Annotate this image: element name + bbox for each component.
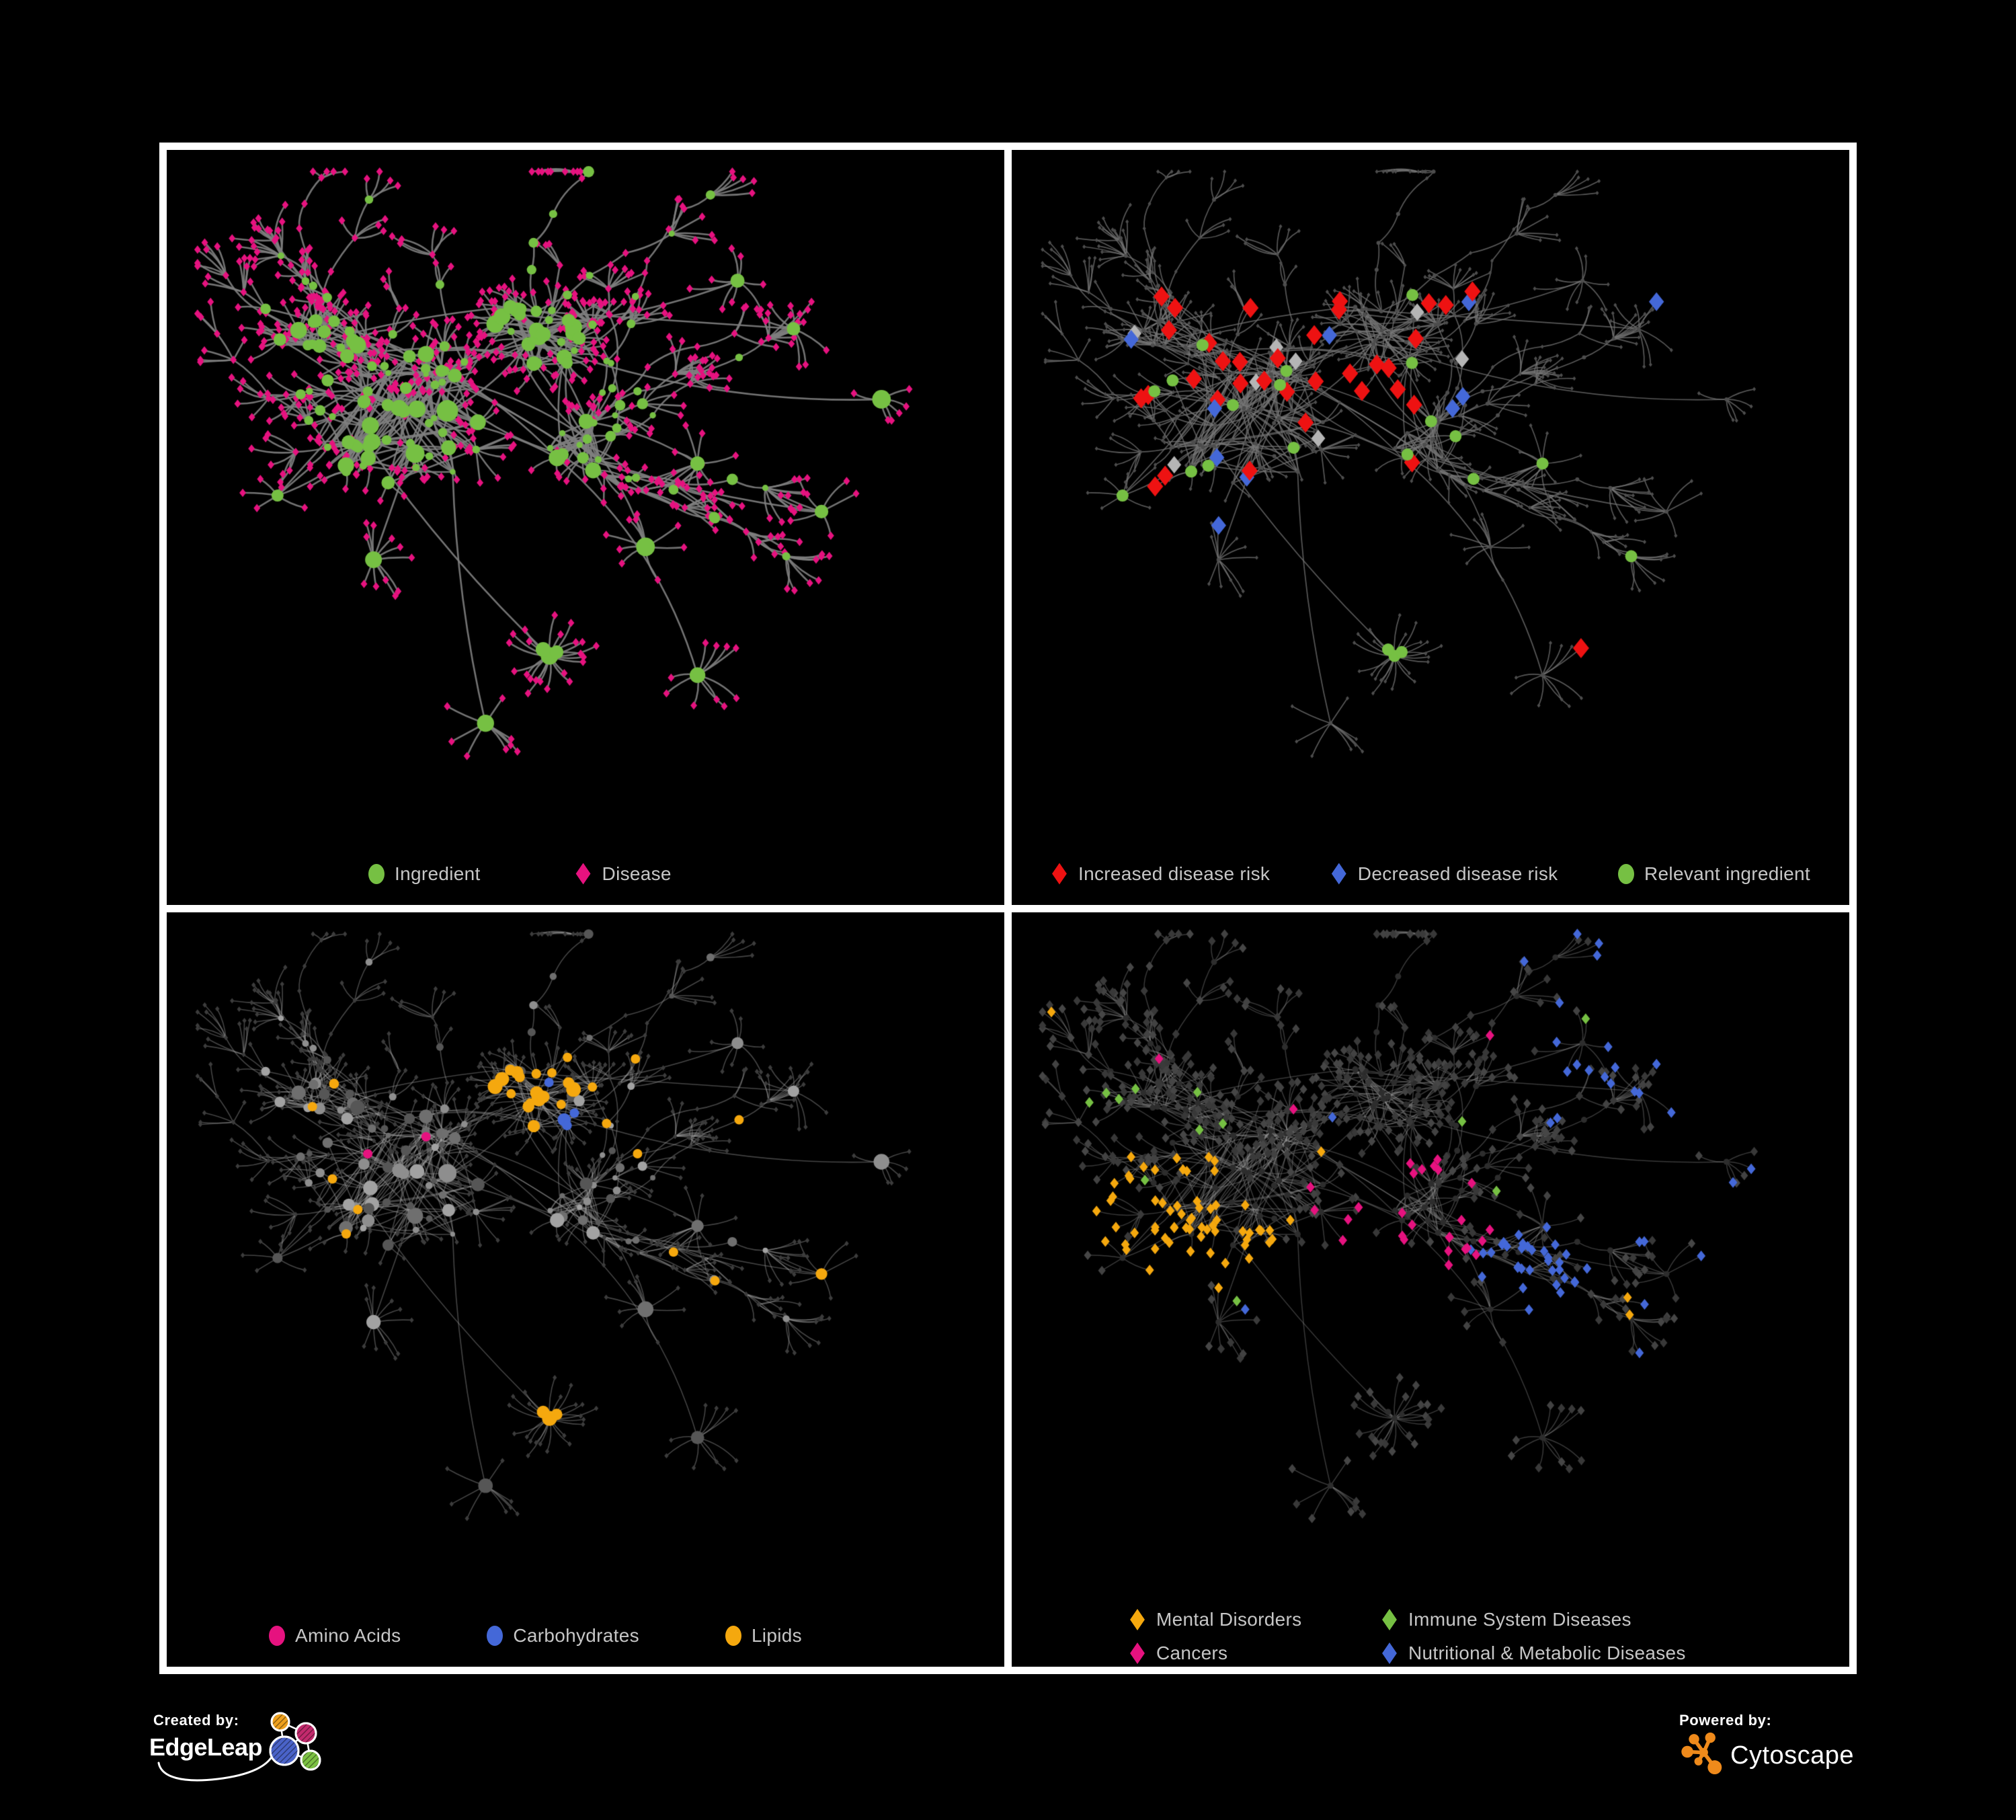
legend-item-mental-disorders: Mental Disorders (1129, 1609, 1381, 1630)
diamond-swatch (575, 863, 591, 885)
circle-swatch (368, 863, 385, 884)
panel-disease-classes: Mental Disorders Immune System Diseases Ca… (1012, 912, 1849, 1667)
circle-swatch (1618, 863, 1635, 884)
legend-item-ingredient: Ingredient (368, 863, 481, 885)
legend-label: Ingredient (395, 863, 481, 884)
legend-label: Immune System Diseases (1408, 1609, 1631, 1630)
legend-disease-classes: Mental Disorders Immune System Diseases Ca… (1129, 1609, 1686, 1664)
legend-label: Lipids (751, 1625, 802, 1646)
circle-swatch (487, 1626, 503, 1646)
panel-ingredient-disease: Ingredient Disease (167, 150, 1004, 905)
diamond-swatch (1052, 863, 1067, 885)
powered-by-label: Powered by: (1679, 1712, 1772, 1729)
circle-swatch (725, 1626, 741, 1646)
edgeleap-wordmark: EdgeLeap (149, 1733, 263, 1761)
powered-by-block: Powered by: Cytoscape (1679, 1712, 1962, 1792)
legend-item-lipids: Lipids (725, 1625, 802, 1647)
legend-item-disease: Disease (575, 863, 672, 885)
legend-item-carbohydrates: Carbohydrates (487, 1625, 639, 1647)
diamond-swatch (1130, 1643, 1145, 1664)
legend-label: Nutritional & Metabolic Diseases (1408, 1643, 1686, 1663)
legend-item-amino-acids: Amino Acids (269, 1625, 401, 1647)
cytoscape-wordmark: Cytoscape (1730, 1741, 1855, 1770)
cytoscape-logo-icon (1681, 1732, 1722, 1775)
legend-label: Carbohydrates (513, 1625, 639, 1646)
legend-item-immune-system-diseases: Immune System Diseases (1381, 1609, 1686, 1630)
legend-label: Amino Acids (295, 1625, 401, 1646)
legend-disease-risk: Increased disease risk Decreased disease … (1012, 863, 1849, 885)
figure-grid: Ingredient Disease Increased disease risk… (159, 143, 1857, 1674)
legend-nutrient-classes: Amino Acids Carbohydrates Lipids (167, 1625, 1004, 1647)
created-by-label: Created by: (153, 1712, 239, 1729)
legend-label: Increased disease risk (1078, 863, 1271, 884)
legend-item-nutritional-metabolic-diseases: Nutritional & Metabolic Diseases (1381, 1643, 1686, 1664)
diamond-swatch (1331, 863, 1346, 885)
legend-ingredient-disease: Ingredient Disease (167, 863, 1004, 885)
network-canvas-nutrient-classes (167, 912, 1004, 1667)
panel-nutrient-classes: Amino Acids Carbohydrates Lipids (167, 912, 1004, 1667)
legend-label: Disease (602, 863, 672, 884)
legend-item-cancers: Cancers (1129, 1643, 1381, 1664)
panel-disease-risk: Increased disease risk Decreased disease … (1012, 150, 1849, 905)
circle-swatch (269, 1626, 285, 1646)
diamond-swatch (1382, 1609, 1397, 1630)
diamond-swatch (1382, 1643, 1397, 1664)
legend-item-increased-disease-risk: Increased disease risk (1051, 863, 1270, 885)
legend-label: Decreased disease risk (1357, 863, 1558, 884)
network-canvas-ingredient-disease (167, 150, 1004, 904)
legend-label: Relevant ingredient (1644, 863, 1810, 884)
legend-label: Cancers (1156, 1643, 1228, 1663)
legend-item-decreased-disease-risk: Decreased disease risk (1330, 863, 1558, 885)
legend-item-relevant-ingredient: Relevant ingredient (1618, 863, 1810, 885)
diamond-swatch (1130, 1609, 1145, 1630)
created-by-block: Created by: EdgeLeap (149, 1712, 469, 1813)
network-canvas-disease-classes (1012, 912, 1849, 1667)
network-canvas-disease-risk (1012, 150, 1849, 904)
legend-label: Mental Disorders (1156, 1609, 1302, 1630)
